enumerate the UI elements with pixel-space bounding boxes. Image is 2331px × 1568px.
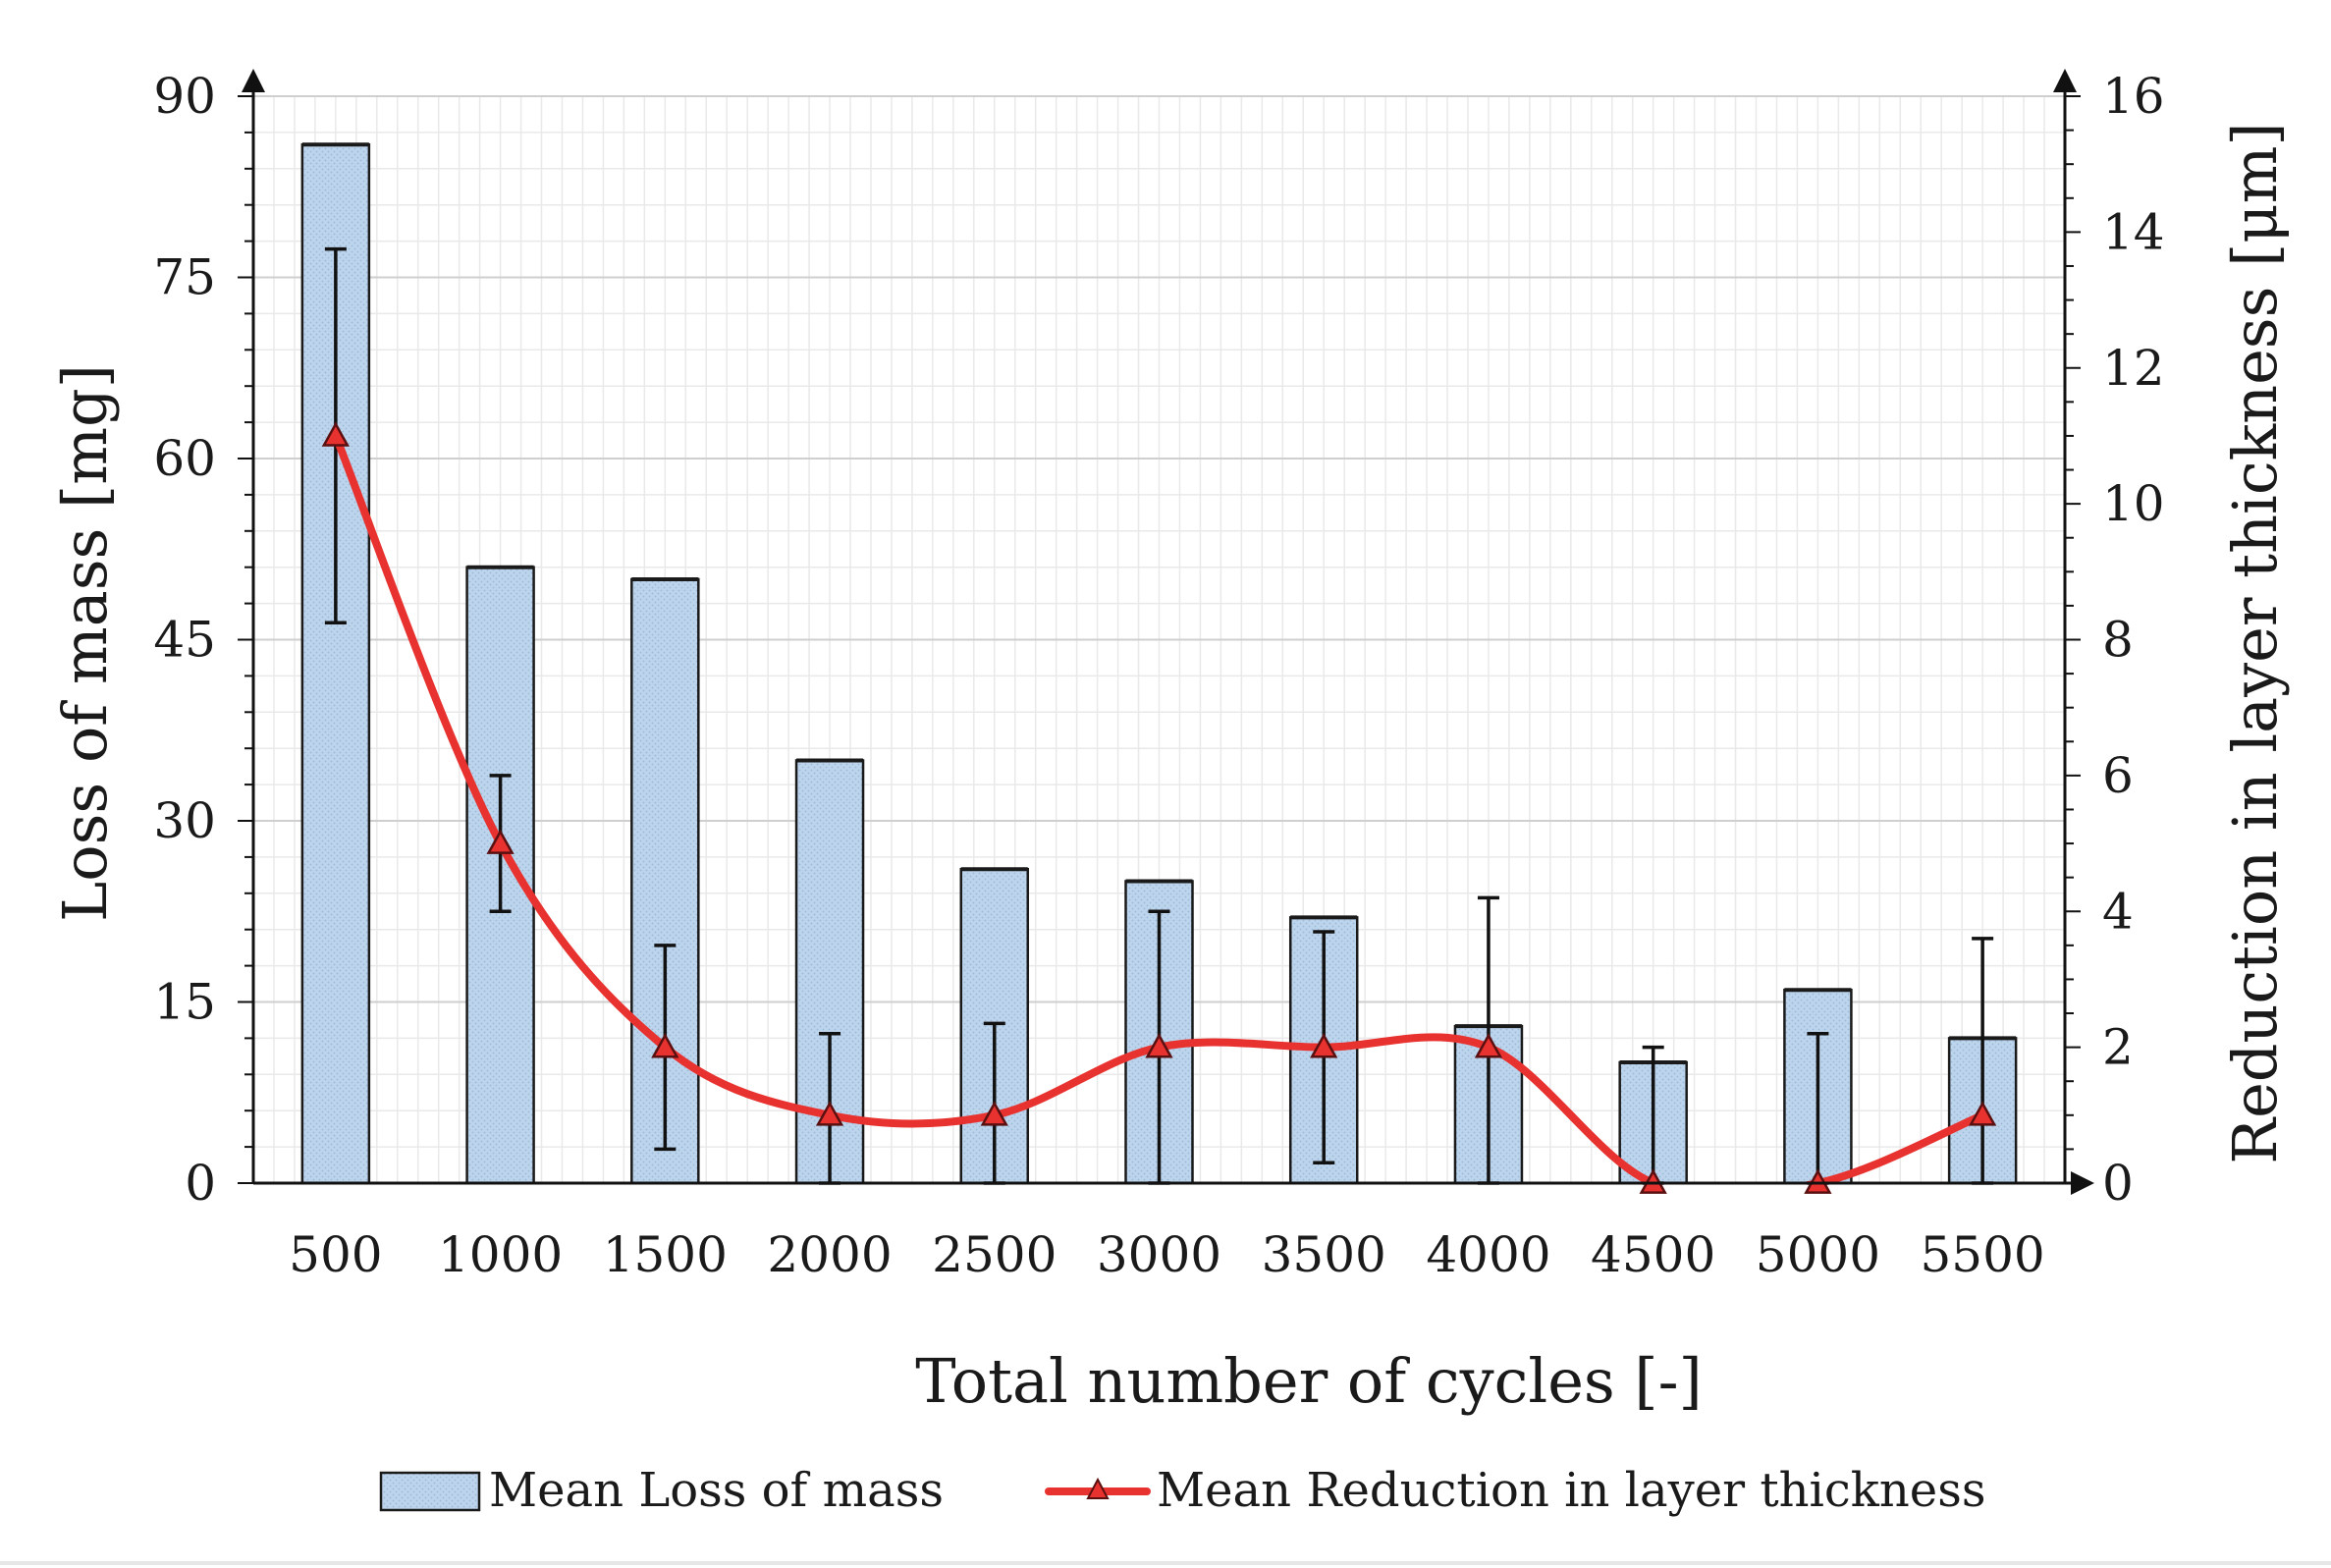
y-right-tick-label: 6 (2102, 747, 2134, 804)
y-left-tick-label: 90 (153, 68, 216, 125)
line-point-marker (321, 421, 350, 447)
y-axis-left-title: Loss of mass [mg] (49, 364, 121, 922)
line-point-marker (980, 1101, 1008, 1126)
y-right-tick-label: 4 (2102, 883, 2134, 940)
y-left-tick-label: 0 (185, 1155, 216, 1212)
bottom-divider (0, 1561, 2331, 1565)
x-tick-label: 5000 (1756, 1226, 1880, 1283)
x-tick-label: 500 (289, 1226, 382, 1283)
y-left-tick-label: 15 (153, 974, 216, 1031)
line-point-marker (1969, 1101, 1997, 1126)
y-right-tick-label: 10 (2102, 475, 2165, 532)
x-tick-label: 1500 (603, 1226, 728, 1283)
y-left-tick-label: 45 (153, 612, 216, 669)
legend: Mean Loss of mass Mean Reduction in laye… (379, 1463, 1985, 1518)
line-point-marker (1474, 1033, 1503, 1058)
x-tick-label: 5500 (1921, 1226, 2045, 1283)
bar-series (300, 142, 2018, 1185)
x-tick-label: 3500 (1262, 1226, 1386, 1283)
legend-bar-swatch (379, 1471, 481, 1512)
tick-labels: 0 15 30 45 60 75 90 0 2 4 6 8 10 12 14 16 500 1000 1500 200… (153, 68, 2164, 1283)
x-tick-label: 4500 (1591, 1226, 1715, 1283)
x-axis-title: Total number of cycles [-] (915, 1345, 1703, 1417)
y-left-tick-label: 60 (153, 430, 216, 487)
y-right-tick-label: 16 (2102, 68, 2165, 125)
x-tick-label: 4000 (1426, 1226, 1550, 1283)
y-axis-right-title: Reduction in layer thickness [μm] (2219, 122, 2291, 1163)
x-tick-label: 1000 (438, 1226, 563, 1283)
y-right-tick-label: 0 (2102, 1155, 2134, 1212)
line-point-marker (651, 1033, 679, 1058)
line-point-marker (486, 829, 515, 854)
legend-line-label: Mean Reduction in layer thickness (1157, 1463, 1985, 1518)
y-axis-left-arrow (242, 69, 265, 92)
legend-line-marker (1086, 1477, 1110, 1499)
line-series-path (331, 431, 1987, 1183)
x-axis-arrow (2071, 1171, 2094, 1195)
x-tick-label: 3000 (1097, 1226, 1221, 1283)
x-tick-label: 2000 (767, 1226, 892, 1283)
y-axis-right-arrow (2053, 69, 2077, 92)
x-tick-label: 2500 (932, 1226, 1057, 1283)
y-right-tick-label: 2 (2102, 1019, 2134, 1076)
line-point-marker (1310, 1033, 1338, 1058)
y-right-tick-label: 8 (2102, 612, 2134, 669)
line-series (321, 421, 1997, 1194)
y-left-tick-label: 75 (153, 249, 216, 306)
legend-bar-label: Mean Loss of mass (489, 1463, 944, 1518)
line-point-marker (815, 1101, 844, 1126)
line-point-marker (1145, 1033, 1173, 1058)
axes (238, 69, 2094, 1195)
y-right-tick-label: 14 (2102, 203, 2165, 260)
y-right-tick-label: 12 (2102, 340, 2165, 397)
y-left-tick-label: 30 (153, 792, 216, 849)
